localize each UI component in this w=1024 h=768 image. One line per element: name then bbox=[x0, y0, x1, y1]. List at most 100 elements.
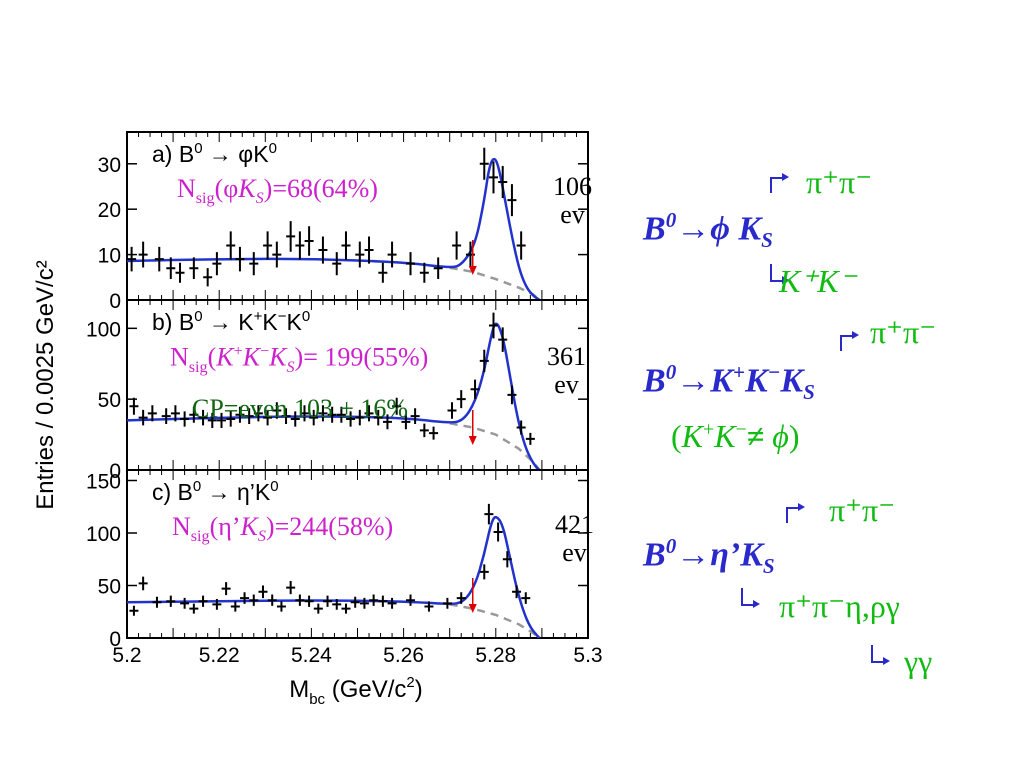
panel-b-cp-fraction: CP=even 103 ± 16% bbox=[192, 394, 408, 423]
decay-kkk-note: (K+K−≠ ϕ) bbox=[671, 418, 800, 454]
data-point bbox=[355, 241, 365, 268]
data-point bbox=[304, 226, 314, 256]
data-point bbox=[498, 327, 508, 352]
data-point bbox=[189, 257, 199, 280]
data-point bbox=[498, 165, 508, 198]
data-point bbox=[341, 603, 351, 614]
data-point bbox=[313, 603, 323, 614]
data-point bbox=[346, 411, 356, 427]
panel-title-part: 0 bbox=[194, 308, 202, 325]
panel-frame bbox=[126, 131, 589, 301]
data-point bbox=[235, 246, 245, 272]
arrow-head-icon bbox=[798, 503, 805, 511]
arrow-down-icon bbox=[871, 645, 885, 663]
cut-marker-arrowhead bbox=[468, 604, 477, 613]
panel-title-part: b) B bbox=[152, 309, 194, 335]
decay-kkk-main: B0→K+K−KS bbox=[643, 360, 815, 405]
arrow-head-icon bbox=[782, 173, 789, 181]
data-point bbox=[470, 379, 480, 399]
data-point bbox=[433, 257, 443, 280]
data-point bbox=[378, 595, 388, 607]
panel-plot-area bbox=[127, 503, 541, 638]
data-point bbox=[240, 592, 250, 604]
data-point bbox=[295, 594, 305, 606]
decay-etap-main: B0→η’KS bbox=[643, 534, 775, 579]
panel-title-part: + bbox=[254, 308, 263, 325]
data-point bbox=[299, 405, 309, 422]
total-fit-line bbox=[127, 157, 541, 300]
y-tick-label: 30 bbox=[98, 154, 121, 177]
cut-marker-arrowhead bbox=[468, 436, 477, 445]
panel-title-part: c) B bbox=[152, 479, 193, 505]
panel-title-part: a) B bbox=[152, 141, 194, 167]
x-tick-label: 5.22 bbox=[199, 644, 240, 667]
data-point bbox=[479, 349, 489, 373]
data-point bbox=[138, 409, 148, 426]
data-point bbox=[127, 246, 137, 272]
y-tick-label: 100 bbox=[86, 523, 121, 546]
data-point bbox=[258, 585, 268, 599]
data-point bbox=[327, 406, 337, 423]
arrow-down-icon bbox=[741, 588, 755, 606]
y-tick-label: 0 bbox=[109, 628, 121, 651]
panel-title-part: − bbox=[278, 308, 287, 325]
panel-plot-area bbox=[127, 147, 541, 300]
data-point bbox=[452, 231, 462, 260]
data-point bbox=[387, 241, 397, 268]
x-tick-label: 5.26 bbox=[383, 644, 424, 667]
data-point bbox=[516, 420, 526, 435]
arrow-up-icon bbox=[840, 335, 854, 351]
data-point bbox=[290, 411, 300, 427]
data-point bbox=[493, 522, 503, 542]
data-point bbox=[166, 257, 176, 280]
arrow-head-icon bbox=[883, 657, 890, 665]
data-point bbox=[429, 426, 439, 440]
data-point bbox=[180, 411, 190, 427]
data-point bbox=[166, 595, 176, 607]
y-tick-label: 50 bbox=[98, 389, 121, 412]
data-point bbox=[456, 592, 466, 604]
data-point bbox=[442, 597, 452, 609]
panel-c-signal-yield: Nsig(η’KS)=244(58%) bbox=[172, 512, 394, 546]
decay-kkk-top-products: π⁺π⁻ bbox=[870, 314, 937, 350]
data-point bbox=[152, 596, 162, 608]
data-point bbox=[217, 412, 227, 428]
panel-title-part: 0 bbox=[270, 478, 278, 495]
data-point bbox=[406, 252, 416, 276]
arrow-head-icon bbox=[782, 276, 789, 284]
data-point bbox=[189, 406, 199, 423]
y-tick-label: 0 bbox=[109, 460, 121, 483]
data-point bbox=[198, 409, 208, 426]
data-point bbox=[147, 405, 157, 422]
x-tick-label: 5.28 bbox=[475, 644, 516, 667]
arrow-down-icon bbox=[770, 264, 784, 282]
panel-title-part: → φK bbox=[203, 141, 270, 167]
data-point bbox=[244, 408, 254, 425]
data-point bbox=[138, 241, 148, 268]
panel-b-signal-yield: Nsig(K+K−KS)= 199(55%) bbox=[170, 342, 429, 376]
x-tick-label: 5.3 bbox=[573, 644, 602, 667]
data-point bbox=[516, 231, 526, 260]
data-point bbox=[221, 582, 231, 596]
data-point bbox=[272, 241, 282, 268]
data-point bbox=[161, 408, 171, 425]
data-point bbox=[419, 423, 429, 438]
data-point bbox=[253, 405, 263, 422]
data-point bbox=[318, 236, 328, 264]
y-tick-label: 50 bbox=[98, 576, 121, 599]
data-point bbox=[129, 397, 139, 415]
arrow-up-icon bbox=[770, 177, 784, 193]
data-point bbox=[484, 503, 494, 525]
panel-a-signal-yield: Nsig(φKS)=68(64%) bbox=[177, 174, 378, 208]
data-point bbox=[189, 603, 199, 614]
data-point bbox=[512, 585, 522, 599]
decay-phi-main: B0→ϕ KS bbox=[643, 208, 773, 253]
panel-frame bbox=[126, 299, 589, 471]
decay-etap-top-products: π⁺π⁻ bbox=[829, 492, 896, 528]
data-point bbox=[406, 594, 416, 606]
decay-phi-bottom-products: K⁺K⁻ bbox=[779, 263, 856, 299]
y-tick-label: 20 bbox=[98, 199, 121, 222]
panel-title-part: 0 bbox=[193, 478, 201, 495]
